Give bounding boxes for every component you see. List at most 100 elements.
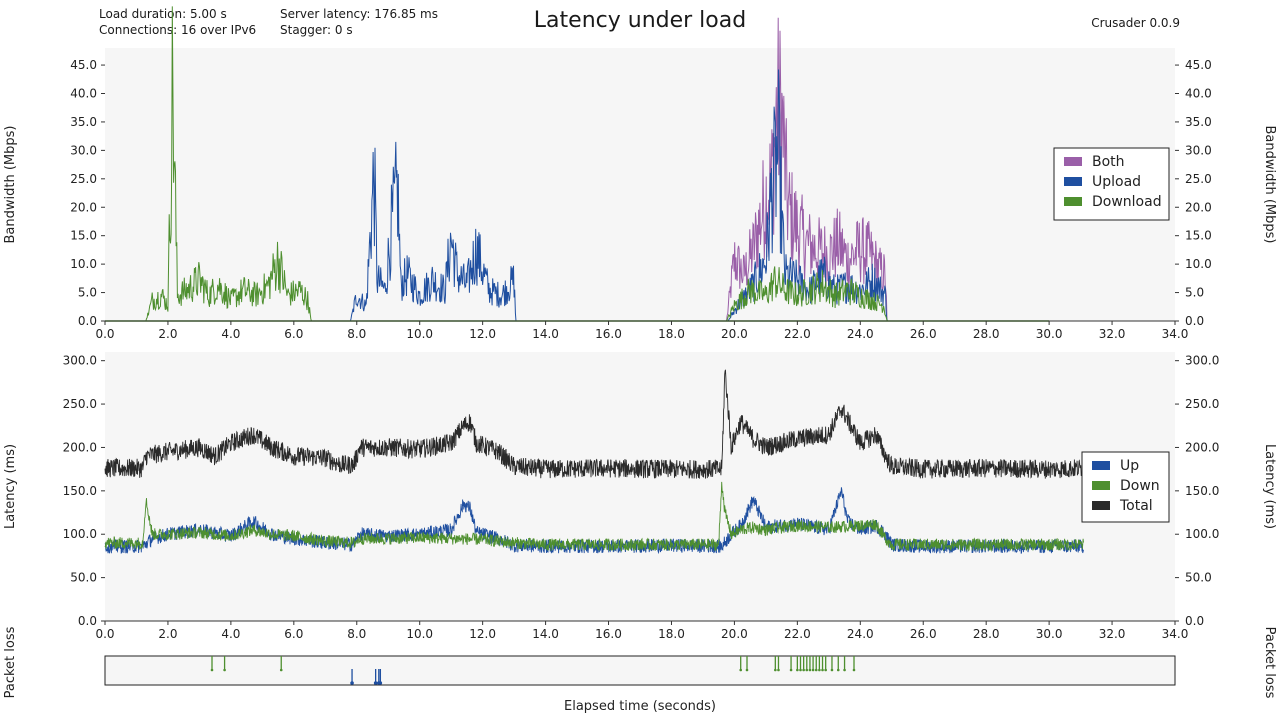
bandwidth-y-label: Bandwidth (Mbps) <box>3 126 18 244</box>
bandwidth-x-tick-label: 2.0 <box>158 327 177 341</box>
packet-loss-down-dot <box>836 668 840 672</box>
latency-x-tick-label: 4.0 <box>221 627 240 641</box>
latency-x-tick-label: 2.0 <box>158 627 177 641</box>
bandwidth-y-tick-label-right: 35.0 <box>1185 115 1212 129</box>
packet-loss-label-right: Packet loss <box>1262 627 1277 699</box>
bandwidth-y-tick-label-right: 10.0 <box>1185 257 1212 271</box>
latency-y-tick-label: 100.0 <box>63 527 97 541</box>
bandwidth-y-tick-label-right: 0.0 <box>1185 314 1204 328</box>
latency-x-tick-label: 34.0 <box>1162 627 1189 641</box>
packet-loss-down-dot <box>796 668 799 672</box>
packet-loss-down-dot <box>210 668 214 672</box>
bandwidth-plot-area <box>105 48 1175 321</box>
packet-loss-down-dot <box>821 668 824 672</box>
chart-title: Latency under load <box>533 8 747 33</box>
latency-y-tick-label-right: 250.0 <box>1185 397 1219 411</box>
latency-x-tick-label: 24.0 <box>847 627 874 641</box>
bandwidth-x-tick-label: 26.0 <box>910 327 937 341</box>
latency-y-tick-label: 50.0 <box>70 571 97 585</box>
packet-loss-down-dot <box>789 668 793 672</box>
latency-y-tick-label: 0.0 <box>78 614 97 628</box>
bandwidth-x-tick-label: 0.0 <box>95 327 114 341</box>
bandwidth-x-tick-label: 32.0 <box>1099 327 1126 341</box>
packet-loss-down-dot <box>223 668 226 672</box>
bandwidth-y-tick-label: 35.0 <box>70 115 97 129</box>
packet-loss-down-dot <box>799 668 802 672</box>
latency-y-label: Latency (ms) <box>3 444 18 529</box>
latency-x-tick-label: 20.0 <box>721 627 748 641</box>
packet-loss-down-dot <box>843 668 846 672</box>
bandwidth-x-tick-label: 10.0 <box>406 327 433 341</box>
bandwidth-x-tick-label: 22.0 <box>784 327 811 341</box>
app-version: Crusader 0.0.9 <box>1091 16 1180 30</box>
legend-swatch-up <box>1092 461 1110 470</box>
latency-y-tick-label: 150.0 <box>63 484 97 498</box>
latency-x-tick-label: 16.0 <box>595 627 622 641</box>
latency-x-tick-label: 32.0 <box>1099 627 1126 641</box>
legend-label-total: Total <box>1119 498 1153 514</box>
latency-x-tick-label: 18.0 <box>658 627 685 641</box>
latency-y-tick-label: 200.0 <box>63 440 97 454</box>
packet-loss-down-dot <box>808 668 812 672</box>
packet-loss-down-dot <box>739 668 743 672</box>
latency-x-tick-label: 10.0 <box>406 627 433 641</box>
x-axis-label: Elapsed time (seconds) <box>564 699 716 714</box>
legend-swatch-both <box>1064 157 1082 166</box>
latency-x-tick-label: 12.0 <box>469 627 496 641</box>
latency-x-tick-label: 6.0 <box>284 627 303 641</box>
bandwidth-x-tick-label: 6.0 <box>284 327 303 341</box>
packet-loss-down-dot <box>745 668 749 672</box>
bandwidth-y-tick-label: 25.0 <box>70 172 97 186</box>
legend-label-both: Both <box>1092 154 1125 170</box>
bandwidth-x-tick-label: 16.0 <box>595 327 622 341</box>
bandwidth-y-tick-label: 30.0 <box>70 143 97 157</box>
packet-loss-up-dot <box>373 681 378 685</box>
latency-x-tick-label: 28.0 <box>973 627 1000 641</box>
legend-label-download: Download <box>1092 194 1162 210</box>
legend-label-upload: Upload <box>1092 174 1141 190</box>
bandwidth-x-tick-label: 12.0 <box>469 327 496 341</box>
stagger-info: Stagger: 0 s <box>280 23 353 37</box>
bandwidth-y-tick-label: 0.0 <box>78 314 97 328</box>
load-duration: Load duration: 5.00 s <box>99 7 227 21</box>
latency-x-tick-label: 0.0 <box>95 627 114 641</box>
latency-x-tick-label: 26.0 <box>910 627 937 641</box>
bandwidth-y-tick-label: 20.0 <box>70 200 97 214</box>
bandwidth-y-label-right: Bandwidth (Mbps) <box>1262 126 1277 244</box>
packet-loss-down-dot <box>811 668 815 672</box>
packet-loss-down-dot <box>824 668 827 672</box>
legend-swatch-download <box>1064 197 1082 206</box>
connections-info: Connections: 16 over IPv6 <box>99 23 257 37</box>
latency-y-tick-label-right: 150.0 <box>1185 484 1219 498</box>
bandwidth-x-tick-label: 24.0 <box>847 327 874 341</box>
packet-loss-down-dot <box>777 668 780 672</box>
bandwidth-x-tick-label: 14.0 <box>532 327 559 341</box>
bandwidth-y-tick-label-right: 30.0 <box>1185 143 1212 157</box>
bandwidth-y-tick-label: 45.0 <box>70 58 97 72</box>
latency-plot-area <box>105 352 1175 621</box>
packet-loss-up-dot <box>350 681 354 685</box>
latency-y-tick-label-right: 0.0 <box>1185 614 1204 628</box>
packet-loss-up-dot <box>378 681 383 685</box>
bandwidth-x-tick-label: 18.0 <box>658 327 685 341</box>
legend-swatch-total <box>1092 501 1110 510</box>
bandwidth-y-tick-label-right: 20.0 <box>1185 200 1212 214</box>
bandwidth-y-tick-label: 5.0 <box>78 286 97 300</box>
bandwidth-y-tick-label-right: 5.0 <box>1185 286 1204 300</box>
latency-y-tick-label-right: 100.0 <box>1185 527 1219 541</box>
bandwidth-x-tick-label: 34.0 <box>1162 327 1189 341</box>
latency-y-tick-label-right: 300.0 <box>1185 354 1219 368</box>
packet-loss-down-dot <box>852 668 856 672</box>
packet-loss-down-dot <box>279 668 283 672</box>
packet-loss-down-dot <box>805 668 809 672</box>
bandwidth-y-tick-label-right: 40.0 <box>1185 87 1212 101</box>
bandwidth-x-tick-label: 4.0 <box>221 327 240 341</box>
bandwidth-y-tick-label: 10.0 <box>70 257 97 271</box>
bandwidth-y-tick-label-right: 25.0 <box>1185 172 1212 186</box>
bandwidth-y-tick-label: 15.0 <box>70 229 97 243</box>
latency-y-tick-label-right: 200.0 <box>1185 440 1219 454</box>
bandwidth-series-both <box>726 17 888 322</box>
packet-loss-down-dot <box>774 668 777 672</box>
legend-label-up: Up <box>1120 458 1139 474</box>
